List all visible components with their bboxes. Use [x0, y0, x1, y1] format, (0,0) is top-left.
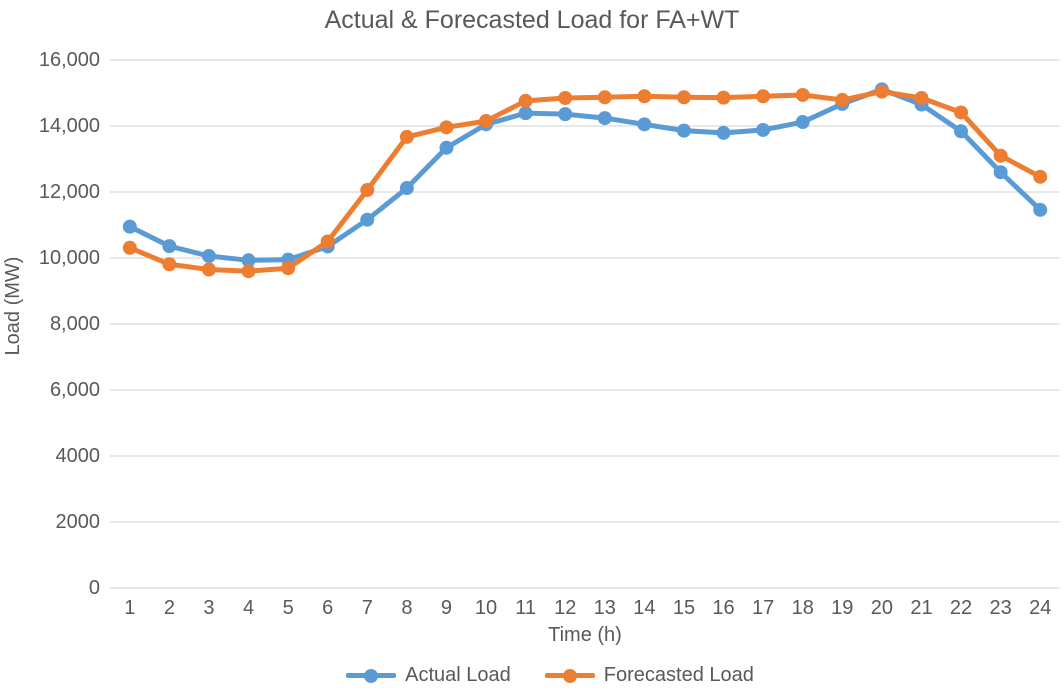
marker-forecasted-load — [954, 105, 969, 120]
x-tick-label: 4 — [242, 597, 255, 619]
marker-actual-load — [201, 249, 216, 264]
marker-forecasted-load — [479, 114, 494, 129]
x-tick-label: 14 — [633, 597, 656, 619]
x-tick-label: 3 — [203, 597, 215, 619]
marker-forecasted-load — [835, 92, 850, 107]
x-tick-label: 9 — [440, 597, 453, 619]
x-tick-label: 19 — [831, 597, 854, 619]
marker-actual-load — [360, 212, 375, 227]
marker-forecasted-load — [162, 257, 177, 272]
marker-forecasted-load — [320, 234, 335, 249]
x-tick-label: 12 — [554, 597, 577, 619]
marker-actual-load — [241, 253, 256, 268]
marker-forecasted-load — [637, 89, 652, 104]
marker-actual-load — [399, 181, 414, 196]
legend-marker-forecasted-load — [544, 668, 595, 683]
x-tick-label: 17 — [752, 597, 775, 619]
x-tick-label: 13 — [593, 597, 616, 619]
x-tick-label: 5 — [282, 597, 294, 619]
x-tick-label: 16 — [712, 597, 735, 619]
marker-actual-load — [439, 140, 454, 155]
x-axis-title: Time (h) — [548, 624, 622, 646]
x-tick-label: 1 — [124, 597, 136, 619]
y-tick-label: 6,000 — [49, 379, 100, 401]
marker-actual-load — [756, 122, 771, 137]
legend-item-actual-load: Actual Load — [346, 664, 511, 687]
x-tick-label: 21 — [910, 597, 933, 619]
x-tick-label: 23 — [989, 597, 1012, 619]
x-tick-label: 18 — [791, 597, 814, 619]
legend-label: Actual Load — [405, 664, 511, 686]
marker-actual-load — [122, 219, 137, 234]
marker-actual-load — [162, 239, 177, 254]
y-tick-label: 0 — [88, 577, 100, 599]
marker-actual-load — [597, 111, 612, 126]
marker-forecasted-load — [676, 90, 691, 105]
x-tick-label: 7 — [361, 597, 373, 619]
marker-forecasted-load — [122, 240, 137, 255]
series-line-actual-load — [127, 86, 1043, 263]
marker-actual-load — [558, 107, 573, 122]
marker-actual-load — [954, 124, 969, 139]
x-tick-label: 2 — [163, 597, 175, 619]
marker-actual-load — [518, 106, 533, 121]
marker-forecasted-load — [360, 183, 375, 198]
marker-forecasted-load — [874, 84, 889, 99]
marker-forecasted-load — [558, 90, 573, 105]
marker-forecasted-load — [399, 129, 414, 144]
x-tick-label: 11 — [515, 597, 536, 619]
marker-forecasted-load — [201, 262, 216, 277]
y-tick-label: 12,000 — [38, 181, 100, 203]
y-axis-title: Load (MW) — [2, 256, 24, 356]
x-tick-label: 6 — [322, 597, 334, 619]
x-tick-label: 20 — [870, 597, 893, 619]
x-tick-label: 24 — [1029, 597, 1052, 619]
y-tick-label: 16,000 — [38, 49, 100, 71]
marker-forecasted-load — [518, 93, 533, 108]
marker-actual-load — [795, 115, 810, 130]
y-tick-label: 8,000 — [49, 313, 100, 335]
marker-forecasted-load — [439, 120, 454, 135]
y-tick-label: 10,000 — [38, 247, 100, 269]
marker-actual-load — [1033, 202, 1048, 217]
marker-forecasted-load — [1033, 169, 1048, 184]
legend-label: Forecasted Load — [603, 664, 754, 686]
x-tick-label: 15 — [672, 597, 696, 619]
marker-forecasted-load — [597, 90, 612, 105]
x-tick-label: 22 — [949, 597, 973, 619]
y-tick-label: 4000 — [55, 445, 101, 467]
marker-forecasted-load — [756, 89, 771, 104]
legend-dot-icon — [562, 668, 577, 683]
x-tick-label: 10 — [474, 597, 498, 619]
marker-forecasted-load — [241, 264, 256, 279]
y-tick-label: 14,000 — [38, 115, 100, 137]
marker-forecasted-load — [795, 87, 810, 102]
legend-dot-icon — [364, 668, 379, 683]
marker-forecasted-load — [716, 90, 731, 105]
marker-actual-load — [993, 165, 1008, 180]
legend-marker-actual-load — [346, 668, 397, 683]
marker-forecasted-load — [914, 90, 929, 105]
marker-actual-load — [676, 123, 691, 138]
chart-title: Actual & Forecasted Load for FA+WT — [324, 6, 740, 34]
y-tick-label: 2000 — [55, 511, 101, 533]
marker-forecasted-load — [993, 148, 1008, 163]
legend: Actual Load Forecasted Load — [0, 664, 1064, 687]
marker-actual-load — [716, 125, 731, 140]
marker-forecasted-load — [281, 261, 296, 276]
legend-item-forecasted-load: Forecasted Load — [544, 664, 754, 687]
x-tick-label: 8 — [401, 597, 413, 619]
marker-actual-load — [637, 117, 652, 132]
